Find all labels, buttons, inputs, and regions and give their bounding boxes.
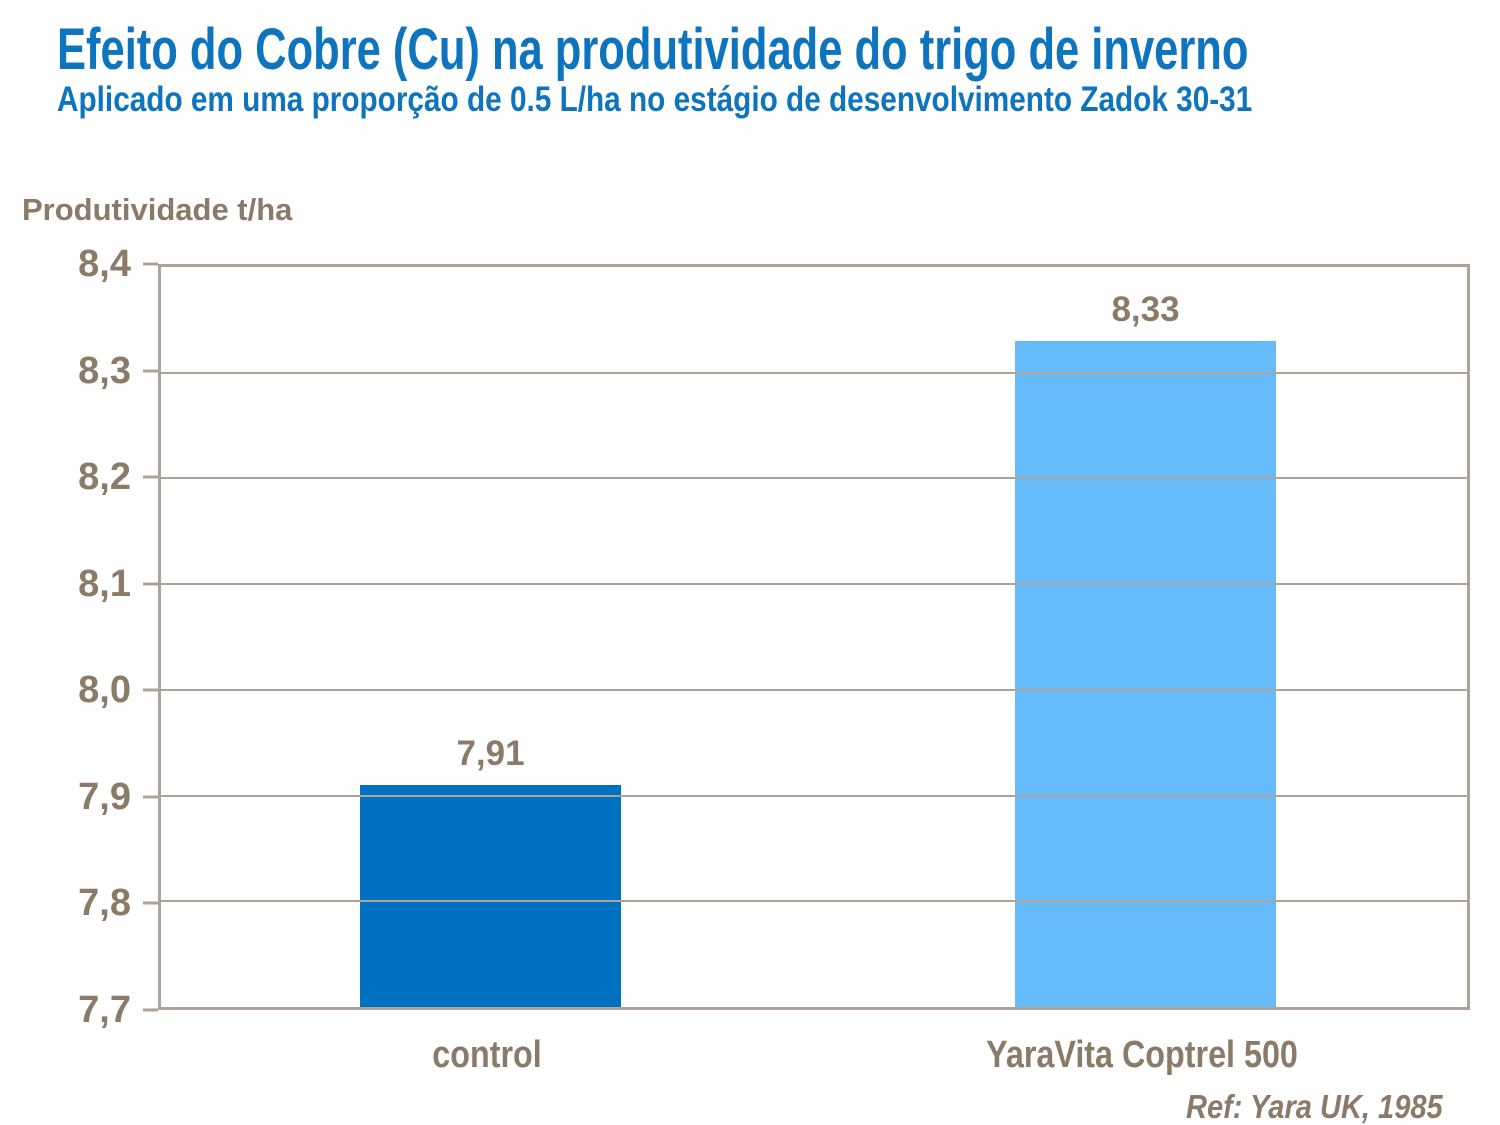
x-axis-label-yaravita: YaraVita Coptrel 500	[986, 1034, 1298, 1076]
y-tick-mark	[143, 475, 158, 479]
y-axis: 8,4 8,3 8,2 8,1 8,0 7,9 7,8 7,7	[0, 245, 158, 1029]
gridline	[161, 371, 1467, 374]
gridline	[161, 583, 1467, 586]
gridline	[161, 900, 1467, 903]
gridline	[161, 688, 1467, 691]
chart-subtitle: Aplicado em uma proporção de 0.5 L/ha no…	[57, 80, 1253, 119]
y-tick-mark	[143, 901, 158, 905]
gridline	[161, 477, 1467, 480]
y-tick-mark	[143, 369, 158, 373]
y-tick-label: 8,1	[78, 562, 131, 605]
y-tick-label: 7,9	[78, 775, 131, 818]
y-tick-mark	[143, 1008, 158, 1012]
plot-area: 7,91 8,33	[158, 264, 1470, 1010]
bar-control	[360, 785, 621, 1007]
y-tick-label: 8,3	[78, 349, 131, 392]
y-tick-mark	[143, 688, 158, 692]
y-tick-label: 7,8	[78, 882, 131, 925]
reference-text: Ref: Yara UK, 1985	[1186, 1088, 1443, 1125]
chart-title: Efeito do Cobre (Cu) na produtividade do…	[57, 17, 1249, 82]
y-tick-label: 8,4	[78, 243, 131, 285]
bar-value-label-yaravita: 8,33	[1111, 290, 1180, 329]
y-tick-mark	[143, 262, 158, 266]
bar-value-label-control: 7,91	[456, 734, 525, 773]
x-axis-label-control: control	[432, 1034, 542, 1076]
y-tick-label: 7,7	[78, 989, 131, 1031]
y-tick-mark	[143, 795, 158, 799]
gridline	[161, 794, 1467, 797]
y-axis-title: Produtividade t/ha	[22, 192, 293, 227]
y-tick-mark	[143, 582, 158, 586]
y-tick-label: 8,2	[78, 456, 131, 499]
y-tick-label: 8,0	[78, 669, 131, 712]
bar-yaravita-coptrel-500	[1015, 341, 1276, 1007]
